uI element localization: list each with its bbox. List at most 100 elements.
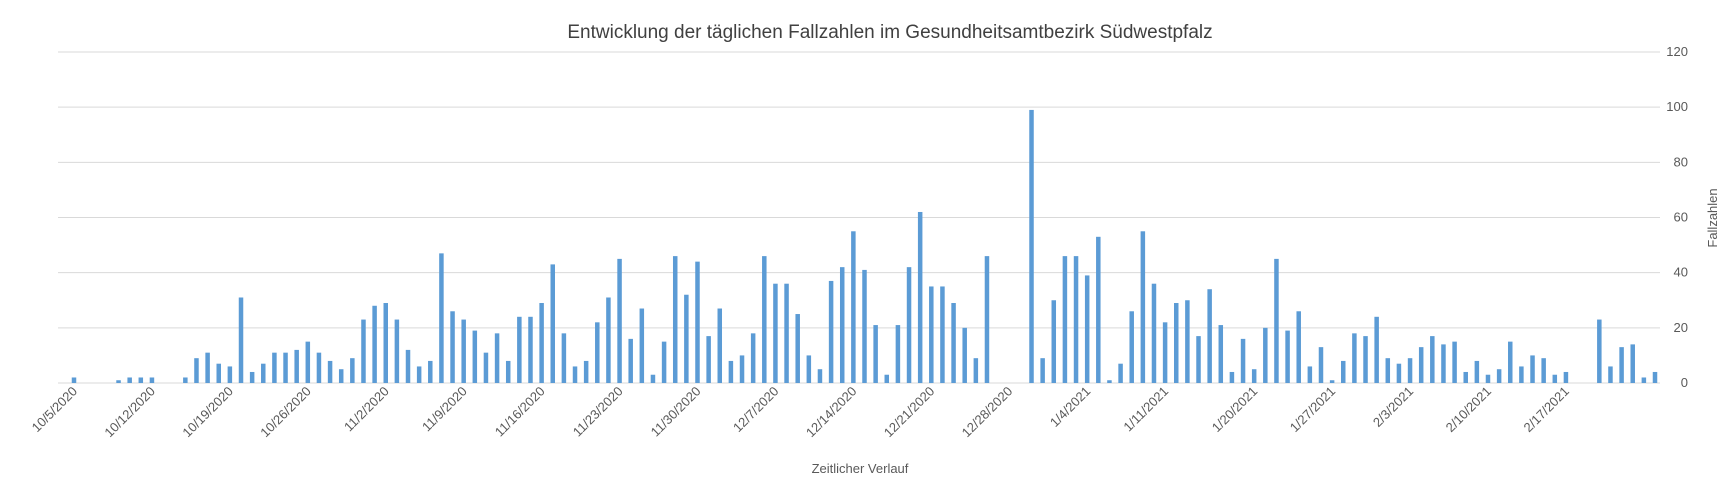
bar (606, 297, 611, 383)
bar (494, 333, 500, 383)
bar (1363, 336, 1368, 383)
y-axis-ticks: 0 20 40 60 80 100 120 (1666, 44, 1688, 390)
bar (862, 269, 867, 383)
bar (238, 297, 244, 383)
bar (216, 363, 221, 383)
bar (940, 286, 945, 383)
bar (539, 303, 544, 383)
bar (1418, 347, 1424, 383)
bar (1096, 236, 1101, 383)
x-tick-label: 2/3/2021 (1370, 384, 1416, 430)
bar (1341, 360, 1346, 383)
x-tick-label: 12/14/2020 (803, 384, 860, 441)
y-tick-label: 120 (1666, 44, 1688, 59)
bar (1140, 231, 1146, 383)
bar (1597, 319, 1602, 383)
y-tick-label: 80 (1674, 154, 1688, 169)
x-tick-label: 12/7/2020 (730, 384, 782, 436)
bar (617, 258, 622, 384)
bar (450, 311, 455, 383)
bar (717, 308, 723, 383)
bar (1107, 380, 1112, 383)
bar (405, 349, 411, 383)
bar (472, 330, 478, 383)
y-tick-label: 100 (1666, 99, 1688, 114)
bar (1329, 380, 1335, 383)
bar (628, 338, 633, 383)
bar (394, 319, 400, 383)
x-tick-label: 2/17/2021 (1521, 384, 1573, 436)
bar (1485, 374, 1491, 383)
bar (817, 369, 823, 383)
bar (750, 333, 756, 383)
y-tick-label: 60 (1674, 210, 1688, 225)
bar (973, 358, 979, 383)
bar (1474, 360, 1480, 383)
bar (517, 316, 522, 383)
bar (895, 325, 901, 383)
gridlines (58, 51, 1660, 384)
bar (929, 286, 934, 383)
bar (294, 349, 299, 383)
bar (1162, 322, 1168, 383)
bar (806, 355, 812, 383)
y-tick-label: 0 (1681, 375, 1688, 390)
bar (795, 314, 800, 383)
x-tick-label: 10/5/2020 (29, 384, 81, 436)
bar (1530, 355, 1535, 383)
bar (461, 319, 466, 383)
bar (338, 369, 344, 383)
bar (684, 294, 689, 383)
y-tick-label: 40 (1674, 265, 1688, 280)
bar (906, 267, 912, 383)
x-axis-ticks: 10/5/2020 10/12/2020 10/19/2020 10/26/2020 1… (29, 384, 1572, 441)
bar (762, 256, 767, 383)
bar (483, 352, 489, 383)
x-tick-label: 10/19/2020 (179, 384, 236, 441)
bar (917, 211, 923, 383)
bar (1029, 109, 1034, 384)
bar (361, 319, 366, 383)
bar (505, 360, 511, 383)
bar (1563, 371, 1569, 383)
bar (205, 352, 210, 383)
bar (1296, 311, 1301, 383)
bar (1307, 366, 1313, 383)
bar (1129, 311, 1134, 383)
bar (227, 366, 233, 383)
bar (528, 316, 533, 383)
bar (962, 327, 967, 383)
x-tick-label: 11/16/2020 (492, 384, 548, 440)
x-tick-label: 11/30/2020 (648, 384, 704, 440)
bar (149, 377, 155, 383)
bar (1508, 341, 1513, 384)
bar (1151, 283, 1157, 383)
x-tick-label: 1/20/2021 (1209, 384, 1261, 436)
bar (1385, 358, 1391, 383)
bar (1430, 336, 1435, 383)
bar (951, 303, 956, 383)
bar (305, 341, 311, 384)
bar (416, 366, 422, 383)
bar (71, 377, 77, 383)
bar (1251, 369, 1257, 383)
bar (283, 352, 288, 383)
bar (884, 374, 890, 383)
bar-series (71, 109, 1658, 384)
bar (661, 341, 667, 384)
x-tick-label: 11/2/2020 (341, 384, 392, 435)
bar (261, 363, 266, 383)
x-tick-label: 12/28/2020 (959, 384, 1016, 441)
bar (127, 377, 132, 383)
bar (1519, 366, 1524, 383)
bar (138, 377, 144, 383)
x-tick-label: 2/10/2021 (1443, 384, 1495, 436)
bar (194, 358, 199, 383)
bar (1229, 371, 1235, 383)
y-tick-label: 20 (1674, 320, 1688, 335)
bar (116, 380, 121, 383)
bar (1051, 300, 1057, 383)
x-tick-label: 10/26/2020 (257, 384, 314, 441)
bar (1185, 300, 1190, 383)
